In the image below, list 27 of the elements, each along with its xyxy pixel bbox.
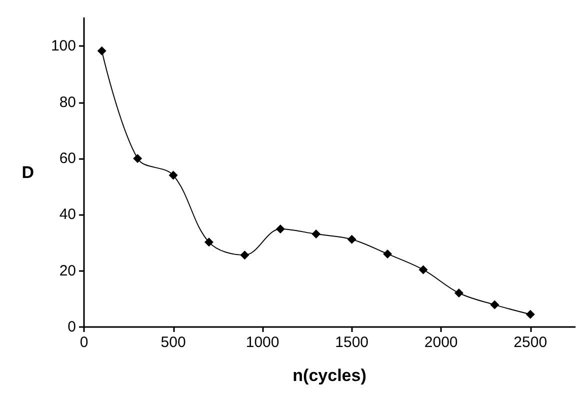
point [383,249,392,258]
x-tick-label: 1000 [246,334,280,351]
point [168,170,178,180]
y-tick-label: 0 [68,318,76,336]
y-tick-label: 100 [50,38,76,55]
point [526,310,535,319]
point [240,250,250,260]
point [133,154,142,163]
y-tick-label: 60 [59,150,76,167]
point [312,230,321,239]
y-tick-label: 20 [59,262,76,280]
x-axis-title: n(cycles) [292,366,366,385]
point [418,265,428,274]
point [97,46,106,56]
x-tick-label: 1500 [335,334,369,351]
x-tick-label: 2500 [514,334,548,351]
point [454,288,464,298]
point [347,234,356,244]
x-tick-label: 2000 [424,334,458,351]
y-axis-title: D [22,163,34,182]
x-tick-label: 500 [160,334,186,351]
x-tick-label: 0 [80,334,88,351]
point [276,224,285,234]
point [490,300,500,310]
y-tick-label: 80 [59,94,76,111]
point [204,238,214,247]
y-tick-label: 40 [59,206,76,224]
